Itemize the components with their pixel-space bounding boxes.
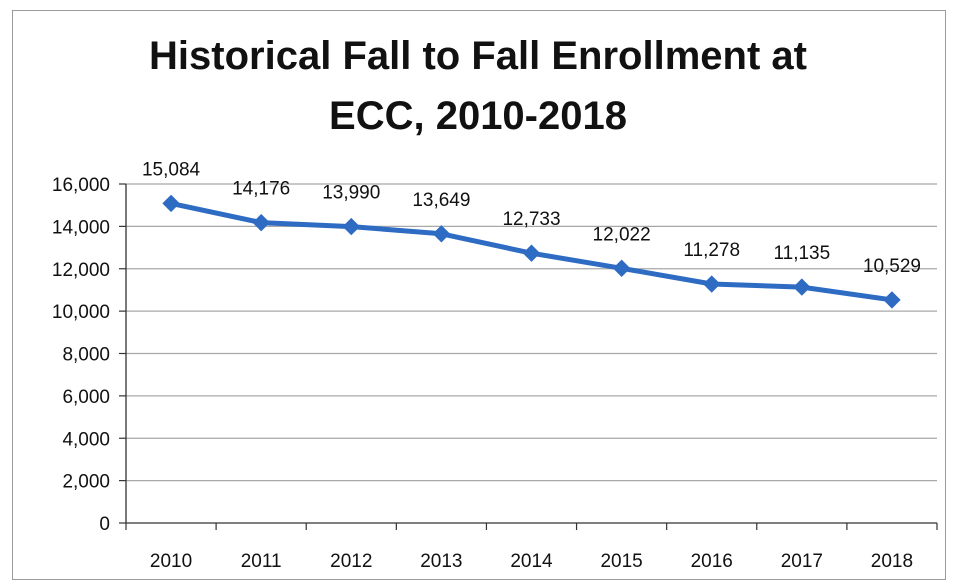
x-tick-label: 2015 bbox=[600, 551, 642, 572]
data-label: 13,649 bbox=[412, 190, 470, 211]
data-point-marker bbox=[703, 275, 721, 293]
data-label: 12,733 bbox=[502, 209, 560, 230]
x-tick-label: 2013 bbox=[420, 551, 462, 572]
data-point-marker bbox=[432, 225, 451, 243]
x-tick-label: 2011 bbox=[241, 551, 282, 572]
x-tick-label: 2014 bbox=[510, 551, 553, 572]
chart-frame bbox=[12, 10, 946, 580]
data-label: 15,084 bbox=[142, 159, 201, 180]
y-tick-label: 4,000 bbox=[62, 429, 110, 450]
data-point-marker bbox=[612, 259, 631, 277]
data-label: 11,278 bbox=[683, 240, 740, 261]
x-tick-label: 2016 bbox=[691, 551, 733, 572]
y-tick-label: 12,000 bbox=[52, 260, 110, 281]
chart-title: Historical Fall to Fall Enrollment at EC… bbox=[0, 26, 956, 146]
y-tick-label: 10,000 bbox=[52, 302, 110, 323]
chart-title-line-2: ECC, 2010-2018 bbox=[329, 94, 627, 138]
data-labels: 15,084 14,176 13,990 13,649 12,733 12,022 11,2… bbox=[142, 159, 921, 277]
y-axis-tick-labels: 0 2,000 4,000 6,000 8,000 10,000 12,000 14,000 1… bbox=[52, 175, 110, 535]
x-tick-label: 2012 bbox=[330, 551, 372, 572]
data-label: 12,022 bbox=[593, 224, 651, 245]
y-tick-label: 2,000 bbox=[62, 472, 110, 493]
axes bbox=[119, 183, 938, 530]
data-label: 13,990 bbox=[322, 183, 380, 204]
data-label: 14,176 bbox=[232, 179, 290, 200]
chart-title-line-1: Historical Fall to Fall Enrollment at bbox=[149, 34, 807, 78]
y-tick-label: 16,000 bbox=[52, 175, 110, 196]
data-label: 10,529 bbox=[863, 256, 921, 277]
y-tick-label: 0 bbox=[99, 514, 110, 535]
enrollment-series bbox=[162, 194, 901, 309]
data-point-marker bbox=[342, 217, 360, 236]
data-label: 11,135 bbox=[773, 243, 830, 264]
data-point-marker bbox=[522, 244, 541, 262]
x-tick-label: 2010 bbox=[150, 551, 192, 572]
data-point-marker bbox=[883, 291, 901, 309]
y-tick-label: 8,000 bbox=[62, 345, 110, 366]
x-tick-label: 2018 bbox=[871, 551, 913, 572]
data-point-marker bbox=[162, 194, 180, 213]
data-point-marker bbox=[793, 278, 811, 296]
x-axis-tick-labels: 2010 2011 2012 2013 2014 2015 2016 2017 2018 bbox=[150, 551, 913, 572]
data-point-marker bbox=[252, 213, 270, 232]
x-tick-label: 2017 bbox=[781, 551, 823, 572]
y-tick-label: 6,000 bbox=[62, 387, 110, 408]
y-tick-label: 14,000 bbox=[52, 217, 110, 238]
